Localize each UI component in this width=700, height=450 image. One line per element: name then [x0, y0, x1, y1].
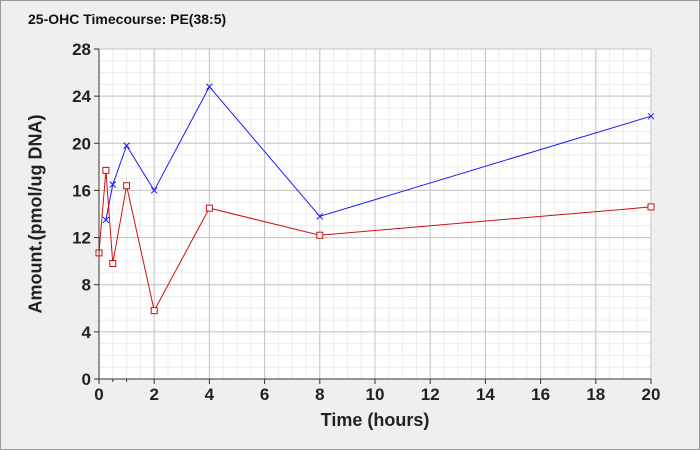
- chart-title: 25-OHC Timecourse: PE(38:5): [28, 11, 227, 27]
- x-tick-label: 4: [205, 385, 215, 404]
- x-tick-label: 2: [149, 385, 158, 404]
- data-point: [102, 166, 110, 174]
- data-point: [647, 203, 655, 211]
- major-grid: [98, 48, 652, 380]
- data-point: [123, 142, 130, 149]
- y-tick-label: 28: [72, 40, 91, 59]
- x-tick-label: 10: [366, 385, 385, 404]
- y-axis-title: Amount.(pmol/ug DNA): [25, 115, 45, 314]
- data-point: [150, 307, 158, 315]
- y-tick-label: 8: [82, 276, 91, 295]
- x-tick-labels: 0 2 4 6 8 10 12 14 16 18 20: [94, 385, 660, 404]
- data-point: [205, 204, 213, 212]
- axis-ticks: [94, 48, 652, 384]
- x-tick-label: 6: [260, 385, 269, 404]
- y-tick-label: 20: [72, 134, 91, 153]
- y-tick-label: 4: [82, 323, 92, 342]
- data-point: [109, 181, 117, 188]
- data-point: [316, 213, 324, 220]
- data-point: [109, 260, 117, 267]
- data-point: [102, 216, 110, 224]
- data-point: [206, 83, 213, 91]
- series-1: [102, 83, 655, 224]
- x-tick-label: 12: [421, 385, 440, 404]
- series-2: [95, 166, 655, 315]
- x-tick-label: 0: [94, 385, 103, 404]
- data-point: [123, 182, 131, 190]
- y-tick-label: 16: [72, 181, 91, 200]
- x-tick-label: 20: [642, 385, 661, 404]
- x-tick-label: 14: [476, 385, 495, 404]
- series-layer: [95, 83, 655, 315]
- y-tick-labels: 0 4 8 12 16 20 24 28: [72, 40, 91, 389]
- x-tick-label: 8: [315, 385, 324, 404]
- y-tick-label: 12: [72, 229, 91, 248]
- data-point: [316, 231, 324, 239]
- y-tick-label: 24: [72, 87, 91, 106]
- x-tick-label: 18: [586, 385, 605, 404]
- x-axis-title: Time (hours): [321, 410, 430, 430]
- x-tick-label: 16: [531, 385, 550, 404]
- y-tick-label: 0: [82, 370, 91, 389]
- series-line: [98, 170, 652, 313]
- data-point: [647, 112, 655, 120]
- data-point: [150, 187, 158, 194]
